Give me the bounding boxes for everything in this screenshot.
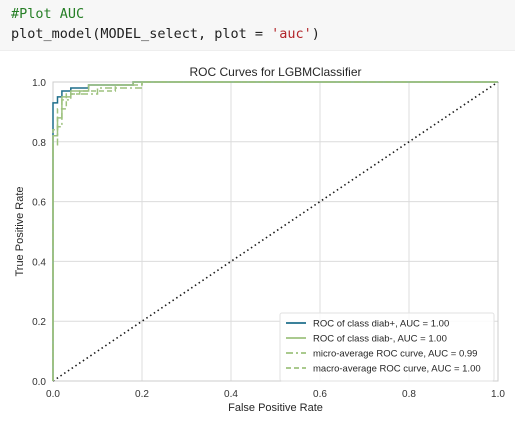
y-tick-label: 0.0 [32,377,46,388]
legend-box [279,312,495,382]
x-tick-label: 0.8 [402,389,416,400]
x-axis-label: False Positive Rate [228,402,323,414]
y-tick-label: 0.4 [32,257,46,268]
y-axis-label: True Positive Rate [14,186,26,276]
series-line [52,81,498,381]
x-tick-label: 1.0 [491,389,505,400]
code-close-paren: ) [311,26,320,42]
code-line-call: plot_model(MODEL_select, plot = 'auc') [11,24,515,44]
code-comma: , [197,26,215,42]
x-tick-label: 0.0 [46,389,60,400]
code-string-auc: 'auc' [271,26,312,42]
code-open-paren: ( [92,26,101,42]
code-line-comment: #Plot AUC [11,4,515,24]
y-tick-label: 0.8 [32,138,46,149]
chart-output: 0.0 0.2 0.4 0.6 0.8 1.0 0.0 0.2 0.4 0.6 0.8 1.0 ROC … [0,51,515,440]
code-cell[interactable]: #Plot AUC plot_model(MODEL_select, plot =… [0,0,515,51]
chance-diagonal-line [52,81,499,382]
code-equals: = [246,26,272,42]
series-line [52,81,498,381]
x-tick-label: 0.4 [224,389,238,400]
chart-title: ROC Curves for LGBMClassifier [189,65,361,79]
y-tick-label: 1.0 [32,78,46,89]
legend-label: ROC of class diab+, AUC = 1.00 [313,319,449,330]
x-tick-label: 0.6 [313,389,327,400]
code-function-name: plot_model [11,26,93,42]
code-arg-model: MODEL_select [100,26,198,42]
legend-label: macro-average ROC curve, AUC = 1.00 [313,364,481,375]
y-tick-label: 0.2 [32,317,46,328]
x-tick-label: 0.2 [135,389,149,400]
legend-label: micro-average ROC curve, AUC = 0.99 [313,349,477,360]
code-kwarg-plot: plot [214,26,247,42]
roc-chart: 0.0 0.2 0.4 0.6 0.8 1.0 0.0 0.2 0.4 0.6 0.8 1.0 ROC … [14,65,505,414]
legend-label: ROC of class diab-, AUC = 1.00 [313,334,447,345]
code-comment: #Plot AUC [11,6,85,22]
y-tick-label: 0.6 [32,198,46,209]
